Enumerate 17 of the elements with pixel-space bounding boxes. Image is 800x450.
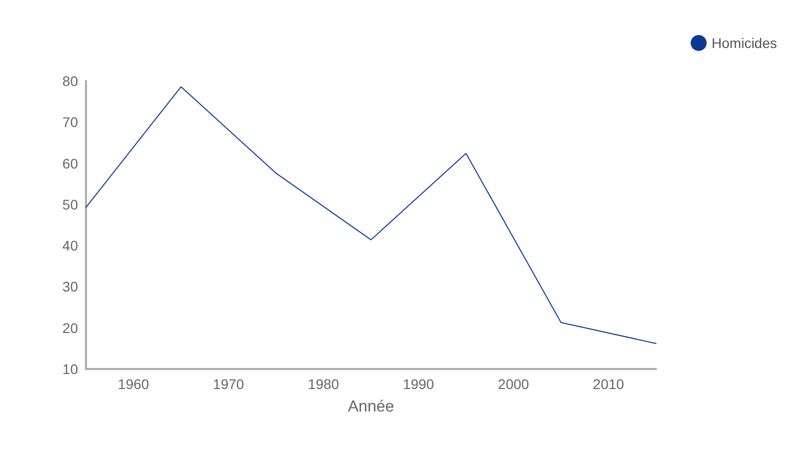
y-tick-label: 70 <box>62 114 78 130</box>
y-tick-label: 40 <box>62 238 78 254</box>
x-axis-title: Année <box>348 398 394 416</box>
x-tick-label: 1960 <box>118 376 150 392</box>
y-tick-label: 30 <box>62 278 78 295</box>
x-tick-label: 2010 <box>592 376 624 392</box>
x-tick-label: 1990 <box>402 376 434 392</box>
line-series <box>86 86 656 344</box>
x-tick-label: 1970 <box>212 376 244 392</box>
x-tick-label: 2000 <box>498 376 530 392</box>
y-tick-label: 10 <box>62 361 78 377</box>
y-tick-label: 50 <box>62 196 78 212</box>
legend-label: Homicides <box>712 35 778 51</box>
x-tick-label: 1980 <box>308 376 340 392</box>
y-tick-label: 20 <box>62 320 78 336</box>
y-tick-label: 80 <box>62 73 78 89</box>
y-tick-label: 60 <box>62 155 78 172</box>
